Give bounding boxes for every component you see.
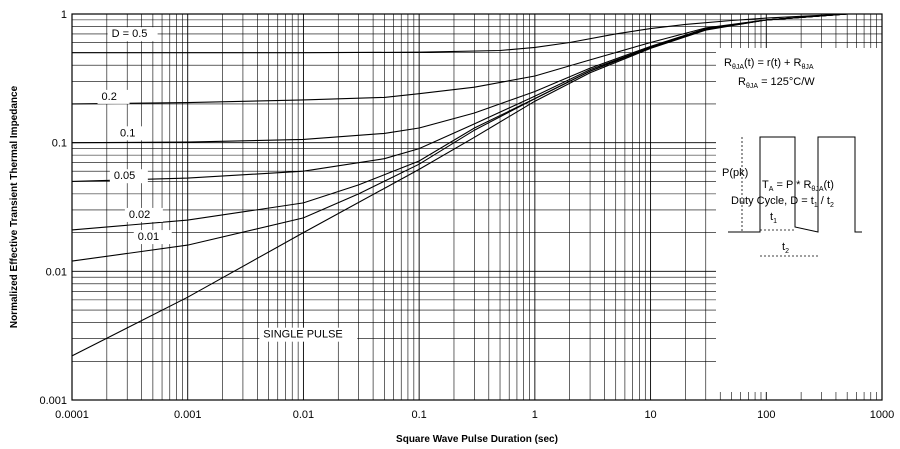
ppk-text: P(pk) bbox=[722, 167, 748, 179]
x-tick-label: 1000 bbox=[870, 409, 894, 421]
series-label: 0.2 bbox=[102, 91, 117, 103]
t2-text: t2 bbox=[782, 241, 789, 255]
t1-text: t1 bbox=[770, 211, 777, 225]
series-line-1 bbox=[71, 13, 848, 105]
plot-frame bbox=[71, 13, 883, 401]
ta-text: TA = P * RθJA(t) bbox=[762, 179, 834, 193]
x-tick-label: 0.001 bbox=[174, 409, 202, 421]
duty-cycle-inset: RθJA(t) = r(t) + RθJA RθJA = 125°C/W P(p… bbox=[716, 48, 882, 392]
x-tick-label: 10 bbox=[644, 409, 656, 421]
x-tick-label: 1 bbox=[532, 409, 538, 421]
tick-labels: 0.0001 0.001 0.01 0.1 1 10 100 1000 0.001 0.01 0.1… bbox=[39, 9, 894, 421]
y-tick-label: 0.1 bbox=[52, 138, 67, 150]
y-tick-label: 1 bbox=[61, 9, 67, 21]
series-label-bg bbox=[133, 230, 172, 245]
series-label: 0.02 bbox=[129, 209, 150, 221]
pulse-waveform bbox=[728, 136, 862, 233]
series-label-bg bbox=[116, 126, 149, 141]
x-tick-label: 100 bbox=[757, 409, 775, 421]
series-label-bg bbox=[259, 327, 358, 342]
series-label-bg bbox=[109, 169, 148, 184]
duty-text: Duty Cycle, D = t1 / t2 bbox=[731, 195, 834, 209]
series-label: 0.01 bbox=[138, 231, 159, 243]
series-labels: D = 0.5 0.2 0.1 0.05 0.02 0.01 SINGLE PULSE bbox=[97, 27, 358, 342]
inset-background bbox=[716, 48, 882, 392]
series-label: 0.1 bbox=[120, 127, 135, 139]
series-label-bg bbox=[124, 207, 163, 222]
formula-text: RθJA(t) = r(t) + RθJA bbox=[724, 57, 814, 71]
series-line-5 bbox=[71, 13, 848, 262]
y-tick-label: 0.01 bbox=[46, 266, 67, 278]
x-tick-label: 0.0001 bbox=[55, 409, 89, 421]
series-label-bg bbox=[97, 89, 130, 104]
formula2-text: RθJA = 125°C/W bbox=[738, 76, 815, 90]
series-label: D = 0.5 bbox=[112, 28, 148, 40]
y-axis-title: Normalized Effective Transient Thermal I… bbox=[9, 85, 20, 328]
series-lines bbox=[71, 13, 848, 357]
y-tick-label: 0.001 bbox=[39, 395, 67, 407]
x-tick-label: 0.1 bbox=[411, 409, 426, 421]
x-axis-title: Square Wave Pulse Duration (sec) bbox=[396, 434, 558, 445]
x-tick-label: 0.01 bbox=[293, 409, 314, 421]
series-line-0 bbox=[72, 13, 848, 54]
series-label-bg bbox=[107, 27, 158, 42]
series-label: 0.05 bbox=[114, 170, 135, 182]
series-label: SINGLE PULSE bbox=[263, 329, 342, 341]
series-line-6 bbox=[71, 13, 848, 357]
series-line-2 bbox=[71, 13, 848, 144]
